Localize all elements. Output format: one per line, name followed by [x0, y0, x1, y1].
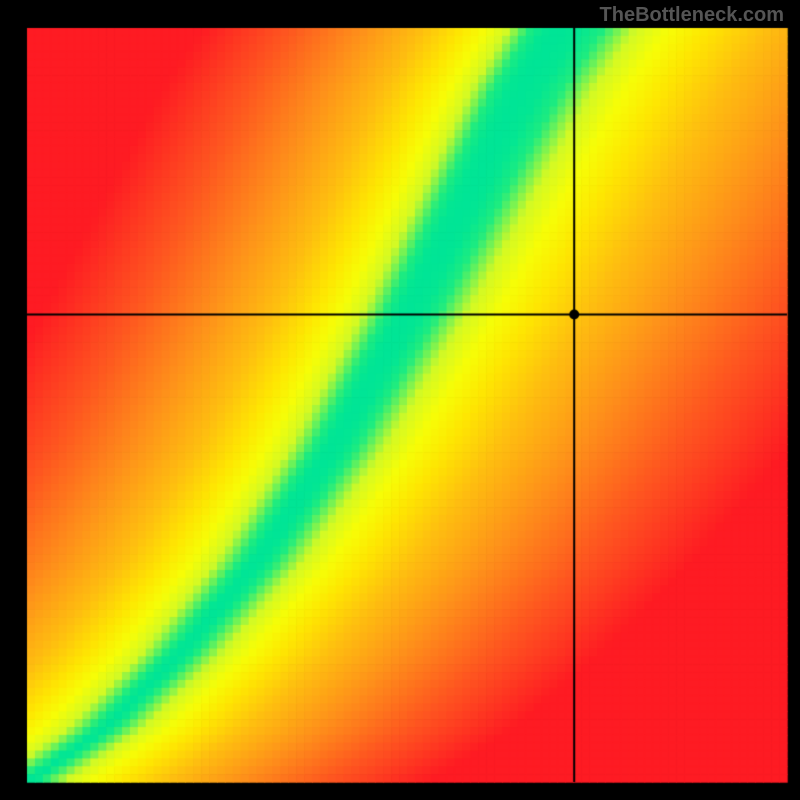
chart-container: TheBottleneck.com [0, 0, 800, 800]
heatmap-canvas [0, 0, 800, 800]
watermark-text: TheBottleneck.com [600, 4, 784, 27]
